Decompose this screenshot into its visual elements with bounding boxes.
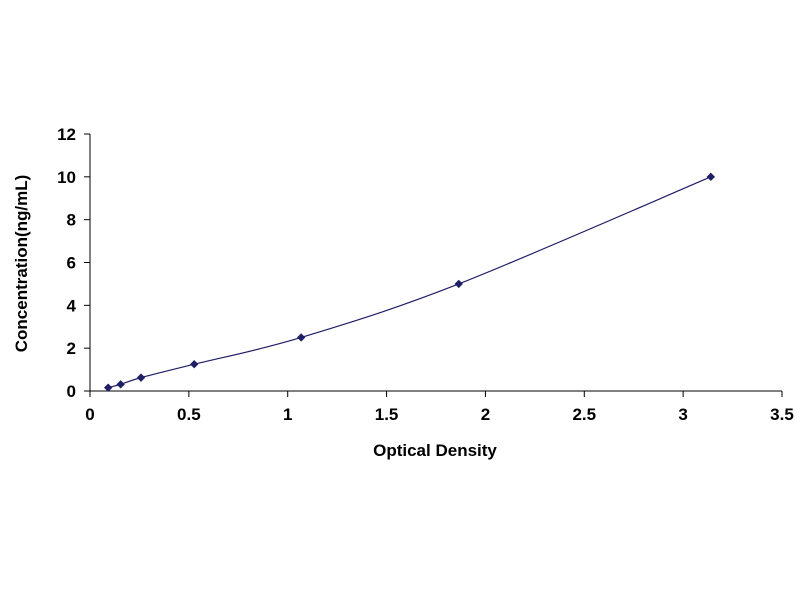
y-tick-label: 12 bbox=[57, 125, 76, 144]
y-tick-label: 6 bbox=[67, 254, 76, 273]
x-tick-label: 3 bbox=[678, 405, 687, 424]
x-tick-label: 0 bbox=[85, 405, 94, 424]
data-point-marker bbox=[706, 172, 716, 182]
y-tick-label: 10 bbox=[57, 168, 76, 187]
points-layer bbox=[103, 172, 716, 392]
y-tick-label: 8 bbox=[67, 211, 76, 230]
data-point-marker bbox=[296, 333, 306, 342]
x-tick-label: 3.5 bbox=[770, 405, 794, 424]
y-tick-label: 2 bbox=[67, 339, 76, 358]
x-tick-label: 1 bbox=[283, 405, 292, 424]
y-axis-title: Concentration(ng/mL) bbox=[12, 175, 31, 353]
data-point-marker bbox=[136, 373, 146, 382]
y-tick-label: 4 bbox=[67, 296, 77, 315]
x-tick-label: 2.5 bbox=[572, 405, 596, 424]
data-point-marker bbox=[454, 279, 463, 289]
ticks-layer: 0 2 4 6 8 10 12 0 0.5 1 1.5 2 2.5 3 3.5 bbox=[57, 125, 794, 424]
y-tick-label: 0 bbox=[67, 382, 76, 401]
x-axis-title: Optical Density bbox=[373, 441, 497, 460]
data-point-marker bbox=[116, 380, 125, 389]
axes-layer bbox=[89, 134, 782, 392]
data-point-marker bbox=[103, 383, 113, 392]
x-tick-label: 1.5 bbox=[375, 405, 399, 424]
curve-layer bbox=[108, 176, 712, 389]
x-tick-label: 2 bbox=[481, 405, 490, 424]
x-tick-label: 0.5 bbox=[177, 405, 201, 424]
fit-curve bbox=[108, 176, 712, 389]
data-point-marker bbox=[189, 360, 199, 369]
